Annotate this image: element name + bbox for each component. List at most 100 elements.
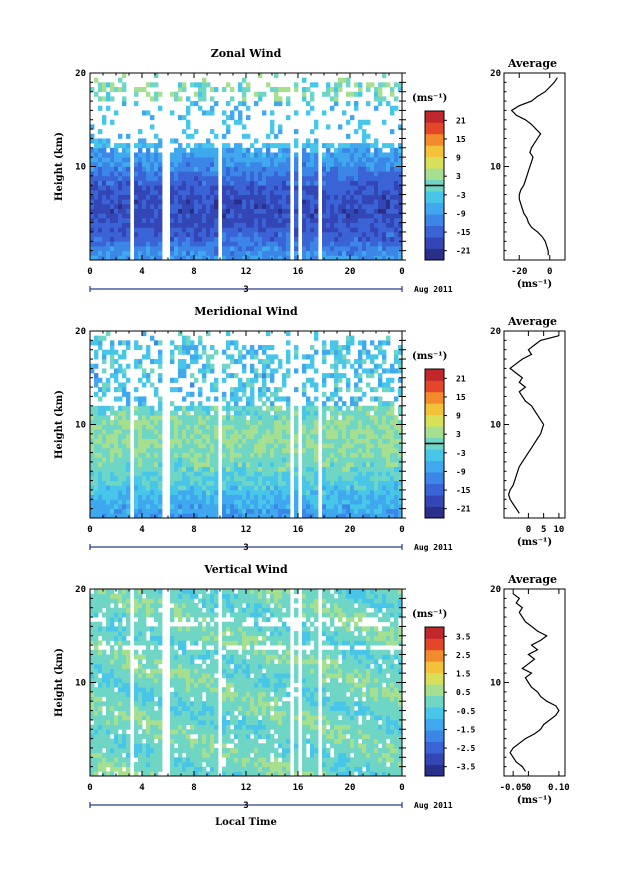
- heatmap-cell: [346, 513, 351, 519]
- heatmap-cell: [174, 480, 179, 486]
- heatmap-cell: [330, 208, 335, 214]
- heatmap-cell: [294, 349, 299, 355]
- heatmap-cell: [346, 91, 351, 97]
- heatmap-cell: [390, 415, 395, 421]
- heatmap-cell: [194, 345, 199, 351]
- heatmap-cell: [326, 245, 331, 252]
- heatmap-cell: [146, 433, 151, 439]
- average-x-tick-label: 0: [526, 525, 531, 535]
- heatmap-cell: [110, 245, 115, 252]
- heatmap-cell: [98, 494, 103, 500]
- heatmap-cell: [118, 227, 123, 233]
- heatmap-cell: [134, 438, 139, 444]
- heatmap-cell: [230, 457, 235, 463]
- heatmap-cell: [94, 236, 99, 242]
- heatmap-cell: [398, 447, 403, 453]
- heatmap-cell: [358, 340, 363, 346]
- heatmap-cell: [182, 255, 187, 261]
- heatmap-cell: [270, 185, 275, 191]
- heatmap-cell: [326, 373, 331, 379]
- heatmap-cell: [102, 382, 107, 388]
- heatmap-cell: [334, 489, 339, 496]
- heatmap-cell: [378, 345, 383, 351]
- average-title: Average: [507, 57, 557, 70]
- heatmap-cell: [154, 475, 159, 481]
- heatmap-cell: [154, 747, 159, 754]
- heatmap-cell: [398, 180, 403, 186]
- heatmap-cell: [390, 761, 395, 768]
- heatmap-cell: [210, 152, 215, 158]
- heatmap-cell: [350, 452, 355, 458]
- heatmap-cell: [366, 189, 371, 195]
- heatmap-cell: [358, 766, 363, 772]
- heatmap-cell: [94, 152, 99, 158]
- heatmap-cell: [342, 424, 347, 430]
- heatmap-cell: [254, 447, 259, 453]
- heatmap-cell: [122, 354, 127, 360]
- heatmap-cell: [118, 461, 123, 467]
- heatmap-cell: [94, 766, 99, 772]
- heatmap-cell: [138, 231, 143, 238]
- heatmap-cell: [282, 213, 287, 219]
- heatmap-cell: [398, 208, 403, 214]
- heatmap-cell: [350, 152, 355, 158]
- heatmap-cell: [210, 96, 215, 102]
- heatmap-cell: [226, 236, 231, 242]
- heatmap-cell: [306, 222, 311, 228]
- heatmap-cell: [374, 438, 379, 444]
- heatmap-cell: [366, 480, 371, 486]
- heatmap-cell: [106, 250, 111, 256]
- heatmap-cell: [186, 227, 191, 233]
- heatmap-cell: [270, 452, 275, 458]
- heatmap-cell: [286, 236, 291, 242]
- heatmap-cell: [350, 438, 355, 444]
- x-tick-label: 0: [399, 525, 404, 535]
- heatmap-cell: [194, 752, 199, 758]
- heatmap-cell: [190, 250, 195, 256]
- heatmap-cell: [282, 222, 287, 228]
- heatmap-cell: [94, 166, 99, 172]
- heatmap-cell: [266, 143, 271, 149]
- heatmap-cell: [294, 166, 299, 172]
- colorbar-tick-label: 9: [456, 154, 461, 163]
- heatmap-cell: [394, 359, 399, 365]
- heatmap-cell: [170, 203, 175, 209]
- heatmap-cell: [314, 513, 319, 519]
- heatmap-cell: [230, 405, 235, 411]
- heatmap-cell: [366, 180, 371, 186]
- heatmap-cell: [206, 138, 211, 144]
- heatmap-cell: [230, 110, 235, 116]
- heatmap-cell: [106, 241, 111, 247]
- heatmap-cell: [122, 391, 127, 397]
- heatmap-cell: [158, 480, 163, 486]
- colorbar-tick-label: -15: [456, 228, 471, 237]
- heatmap-cell: [326, 503, 331, 510]
- heatmap-cell: [398, 503, 403, 510]
- heatmap-cell: [142, 194, 147, 200]
- heatmap-cell: [346, 757, 351, 763]
- heatmap-cell: [374, 485, 379, 491]
- heatmap-cell: [394, 96, 399, 102]
- heatmap-cell: [310, 401, 315, 407]
- heatmap-cell: [226, 189, 231, 195]
- heatmap-cell: [394, 245, 399, 252]
- heatmap-cell: [330, 245, 335, 252]
- heatmap-cell: [306, 466, 311, 472]
- heatmap-cell: [146, 761, 151, 768]
- heatmap-cell: [382, 213, 387, 219]
- heatmap-cell: [326, 405, 331, 411]
- heatmap-cell: [134, 410, 139, 416]
- heatmap-cell: [254, 147, 259, 153]
- heatmap-cell: [370, 340, 375, 346]
- heatmap-cell: [342, 217, 347, 223]
- heatmap-cell: [190, 227, 195, 233]
- heatmap-cell: [342, 208, 347, 214]
- heatmap-cell: [178, 747, 183, 754]
- heatmap-cell: [138, 227, 143, 233]
- heatmap-cell: [242, 415, 247, 421]
- heatmap-cell: [198, 447, 203, 453]
- heatmap-cell: [226, 757, 231, 763]
- heatmap-cell: [322, 499, 327, 505]
- heatmap-cell: [178, 208, 183, 214]
- heatmap-cell: [254, 368, 259, 374]
